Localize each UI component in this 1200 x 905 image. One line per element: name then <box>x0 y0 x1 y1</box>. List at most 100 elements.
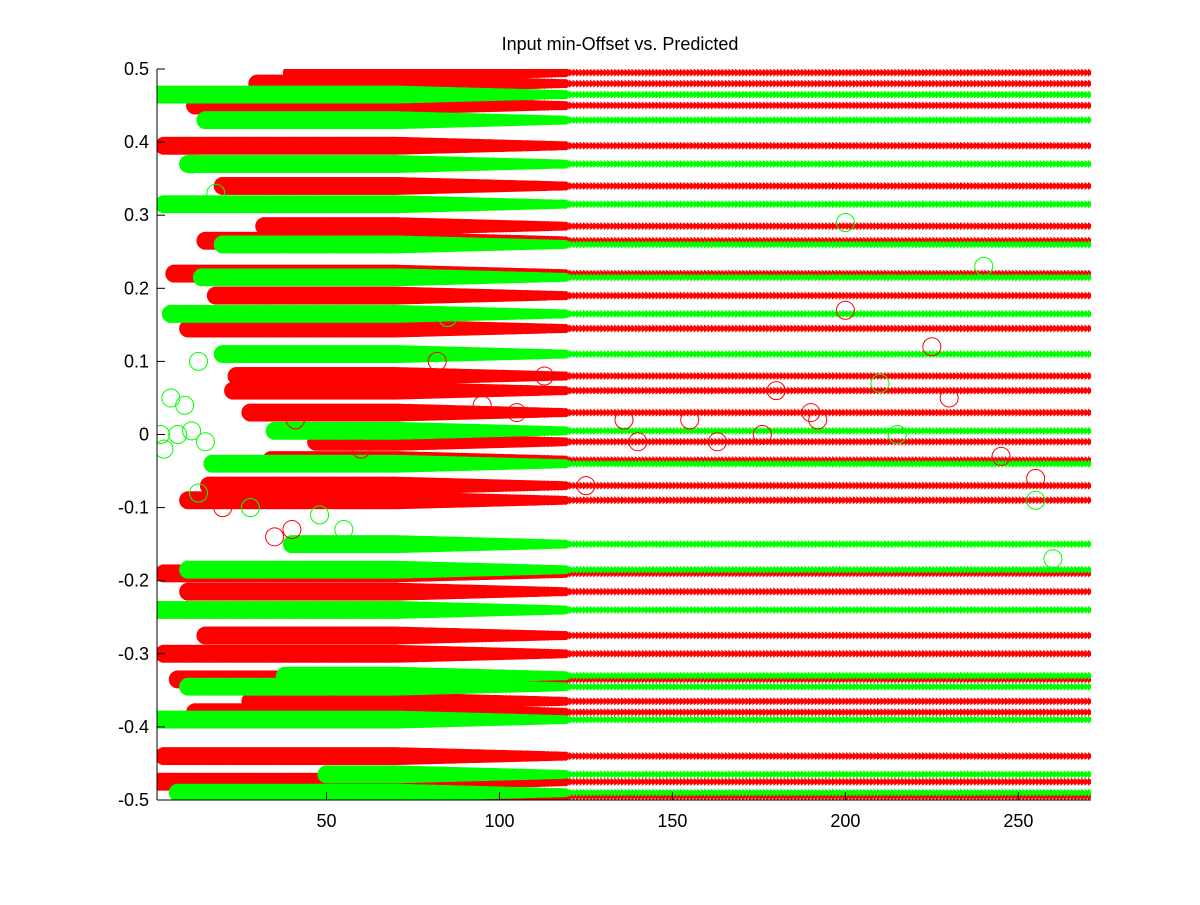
marker-point <box>921 101 928 110</box>
marker-point <box>714 101 721 110</box>
marker-point <box>939 79 946 88</box>
marker-point <box>845 69 852 77</box>
marker-point <box>1029 79 1036 88</box>
marker-point <box>745 101 752 110</box>
marker-point <box>804 79 811 88</box>
marker-point <box>849 69 856 77</box>
marker-point <box>866 101 873 110</box>
marker-point <box>960 69 967 77</box>
marker-point <box>814 69 821 77</box>
marker-point <box>1036 79 1043 88</box>
marker-point <box>586 79 593 88</box>
marker-point <box>1056 101 1063 110</box>
marker-point <box>665 79 672 88</box>
marker-point <box>766 69 773 77</box>
marker-point <box>998 101 1005 110</box>
marker-point <box>870 79 877 88</box>
marker-point <box>1025 101 1032 110</box>
marker-point <box>1074 79 1081 88</box>
marker-point <box>648 101 655 110</box>
marker-point <box>904 79 911 88</box>
marker-point <box>928 101 935 110</box>
marker-point <box>1039 69 1046 77</box>
marker-point <box>679 79 686 88</box>
marker-point <box>1049 69 1056 77</box>
marker-point <box>977 69 984 77</box>
marker-point <box>828 69 835 77</box>
marker-point <box>797 101 804 110</box>
marker-point <box>949 69 956 77</box>
marker-point <box>856 79 863 88</box>
marker-point <box>942 101 949 110</box>
marker-point <box>676 79 683 88</box>
marker-point <box>1008 79 1015 88</box>
marker-point <box>731 101 738 110</box>
marker-point <box>1074 69 1081 77</box>
marker-point <box>745 79 752 88</box>
marker-point <box>614 79 621 88</box>
marker-point <box>821 101 828 110</box>
marker-point <box>1043 101 1050 110</box>
marker-point <box>863 101 870 110</box>
marker-point <box>925 79 932 88</box>
marker-point <box>686 69 693 77</box>
marker-point <box>690 101 697 110</box>
marker-point <box>724 79 731 88</box>
marker-point <box>828 101 835 110</box>
marker-point <box>953 79 960 88</box>
marker-point <box>790 69 797 77</box>
marker-point <box>890 79 897 88</box>
marker-point <box>655 101 662 110</box>
marker-point <box>690 69 697 77</box>
marker-point <box>804 101 811 110</box>
marker-point <box>835 79 842 88</box>
marker-point <box>880 101 887 110</box>
marker-point <box>1063 79 1070 88</box>
marker-point <box>842 69 849 77</box>
marker-point <box>897 101 904 110</box>
marker-point <box>728 101 735 110</box>
marker-point <box>710 79 717 88</box>
marker-point <box>655 79 662 88</box>
marker-point <box>970 79 977 88</box>
marker-point <box>887 101 894 110</box>
marker-point <box>759 69 766 77</box>
marker-point <box>614 101 621 110</box>
marker-point <box>582 69 589 77</box>
marker-point <box>693 101 700 110</box>
marker-point <box>1084 79 1091 88</box>
marker-point <box>925 69 932 77</box>
marker-point <box>790 79 797 88</box>
marker-point <box>766 101 773 110</box>
marker-point <box>1022 79 1029 88</box>
marker-point <box>1067 79 1074 88</box>
marker-point <box>652 69 659 77</box>
marker-point <box>956 69 963 77</box>
marker-point <box>980 79 987 88</box>
marker-point <box>921 79 928 88</box>
marker-point <box>897 69 904 77</box>
marker-point <box>921 69 928 77</box>
marker-point <box>579 69 586 77</box>
marker-point <box>1008 69 1015 77</box>
marker-point <box>769 79 776 88</box>
marker-point <box>942 69 949 77</box>
marker-point <box>645 101 652 110</box>
marker-point <box>721 79 728 88</box>
marker-point <box>1039 79 1046 88</box>
marker-point <box>932 79 939 88</box>
marker-point <box>873 69 880 77</box>
marker-point <box>669 69 676 77</box>
marker-point <box>866 69 873 77</box>
marker-point <box>984 79 991 88</box>
marker-point <box>956 101 963 110</box>
marker-point <box>624 101 631 110</box>
marker-point <box>624 79 631 88</box>
marker-point <box>953 69 960 77</box>
marker-point <box>832 101 839 110</box>
marker-point <box>928 69 935 77</box>
marker-point <box>745 69 752 77</box>
marker-point <box>894 101 901 110</box>
marker-point <box>880 79 887 88</box>
marker-point <box>596 101 603 110</box>
